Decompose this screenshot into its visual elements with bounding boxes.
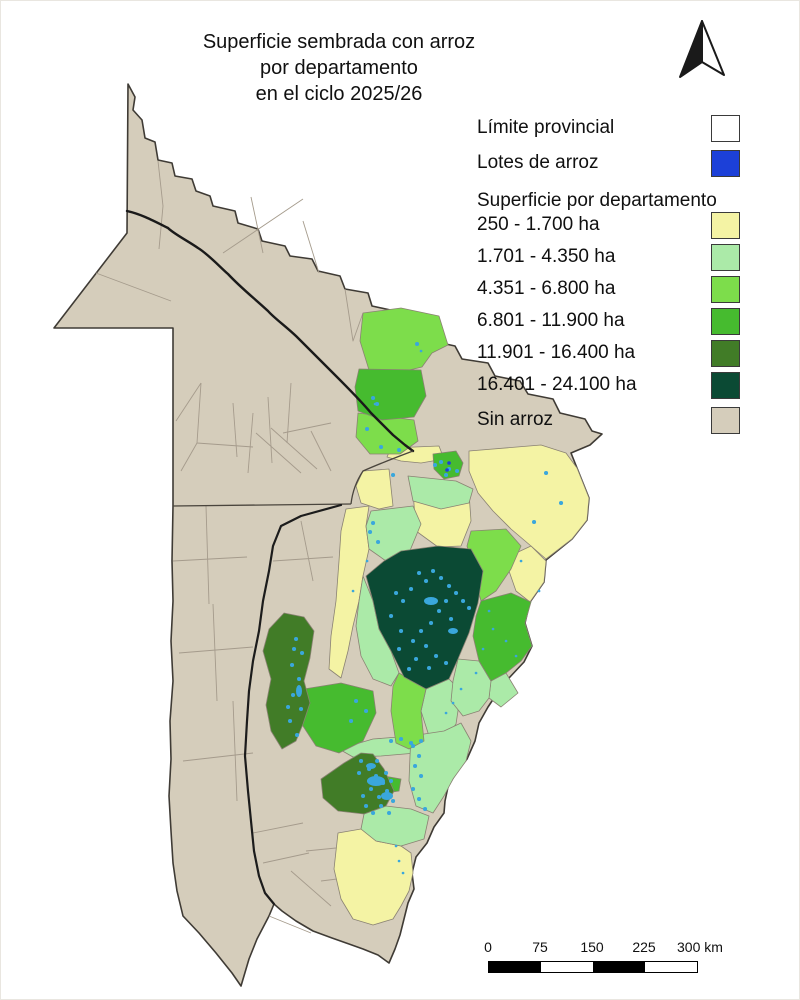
scalebar-bar: [488, 961, 698, 973]
legend-label: 11.901 - 16.400 ha: [477, 342, 636, 363]
legend-item-class-1: 250 - 1.700 ha: [477, 212, 749, 240]
legend-label: Sin arroz: [477, 409, 554, 430]
legend-item-class-2: 1.701 - 4.350 ha: [477, 244, 749, 272]
legend-item-limite-provincial: Límite provincial: [477, 115, 749, 143]
legend-swatch-lotes-de-arroz: [711, 150, 740, 177]
provincial-boundary-wavy: [243, 503, 343, 906]
scalebar-segment: [593, 962, 645, 972]
department-polygon: [359, 307, 449, 373]
legend: Límite provincial Lotes de arroz Superfi…: [477, 1, 749, 461]
legend-label: 6.801 - 11.900 ha: [477, 310, 625, 331]
legend-swatch-sin-arroz: [711, 407, 740, 434]
legend-label: 4.351 - 6.800 ha: [477, 278, 616, 299]
legend-swatch-class-6: [711, 372, 740, 399]
scalebar-end-label: 300 km: [677, 939, 723, 955]
department-polygon: [262, 612, 315, 750]
north-arrow-icon: [679, 20, 725, 78]
map-title-line2: por departamento: [260, 57, 418, 79]
legend-swatch-class-3: [711, 276, 740, 303]
legend-item-class-5: 11.901 - 16.400 ha: [477, 340, 749, 368]
legend-item-class-4: 6.801 - 11.900 ha: [477, 308, 749, 336]
scalebar-segment: [645, 962, 697, 972]
legend-label: Lotes de arroz: [477, 152, 599, 173]
department-polygon: [360, 805, 430, 847]
scalebar: 0 75 150 225 300 km: [481, 937, 761, 983]
provincial-boundary-curve: [350, 450, 414, 505]
department-polygon: [407, 475, 474, 510]
department-polygon: [408, 722, 472, 814]
legend-swatch-class-4: [711, 308, 740, 335]
department-boundaries: [95, 160, 576, 934]
map-title: Superficie sembrada con arroz por depart…: [139, 29, 539, 107]
scalebar-tick-75: 75: [532, 939, 548, 955]
river-line: [125, 209, 415, 453]
rice-departments: [262, 307, 590, 926]
scalebar-tick-225: 225: [632, 939, 656, 955]
legend-label: 16.401 - 24.100 ha: [477, 374, 637, 395]
legend-swatch-class-1: [711, 212, 740, 239]
department-polygon: [468, 444, 590, 560]
department-polygon: [390, 672, 427, 750]
scalebar-segment: [541, 962, 593, 972]
rice-lot-dots: [286, 342, 564, 875]
map-title-line1: Superficie sembrada con arroz: [202, 31, 476, 53]
department-polygon: [472, 592, 533, 682]
legend-swatch-class-5: [711, 340, 740, 367]
legend-item-class-3: 4.351 - 6.800 ha: [477, 276, 749, 304]
provincial-boundary-straight: [172, 503, 352, 507]
department-polygon: [320, 752, 395, 815]
legend-section-heading: Superficie por departamento: [477, 190, 717, 211]
scalebar-tick-0: 0: [484, 939, 492, 955]
legend-item-lotes-de-arroz: Lotes de arroz: [477, 150, 749, 178]
department-polygon: [354, 368, 427, 421]
department-polygon: [355, 468, 394, 510]
scalebar-segment: [489, 962, 541, 972]
legend-swatch-limite-provincial: [711, 115, 740, 142]
legend-swatch-class-2: [711, 244, 740, 271]
legend-label: Límite provincial: [477, 117, 615, 138]
department-polygon-largest-rice-area: [365, 545, 484, 690]
legend-label: 1.701 - 4.350 ha: [477, 246, 616, 267]
map-title-line3: en el ciclo 2025/26: [255, 83, 423, 105]
legend-item-sin-arroz: Sin arroz: [477, 407, 749, 435]
scalebar-tick-150: 150: [580, 939, 604, 955]
legend-label: 250 - 1.700 ha: [477, 214, 600, 235]
legend-item-class-6: 16.401 - 24.100 ha: [477, 372, 749, 400]
